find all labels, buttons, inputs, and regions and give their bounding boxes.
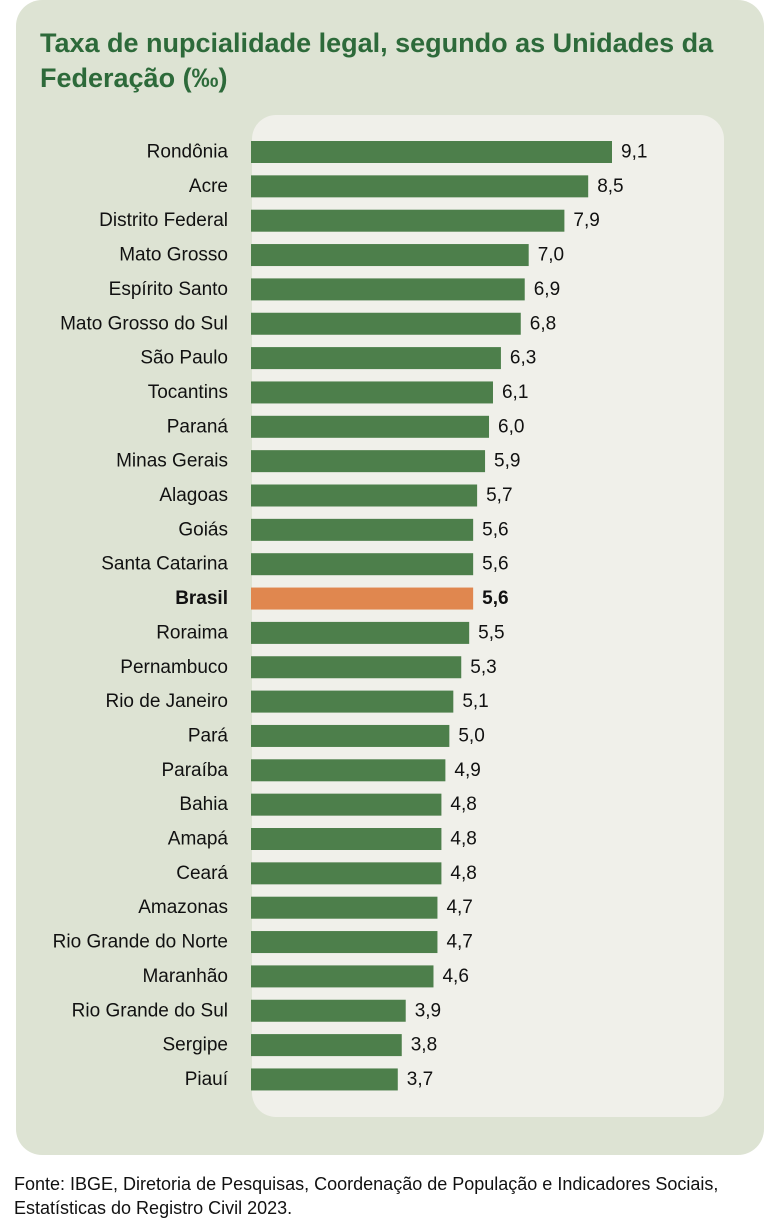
category-label: Maranhão <box>142 966 228 987</box>
value-label: 3,8 <box>411 1035 437 1056</box>
category-label: Amapá <box>168 829 229 850</box>
category-label: Rio Grande do Sul <box>72 1000 228 1021</box>
bar <box>251 724 450 747</box>
category-label: Mato Grosso do Sul <box>60 313 228 334</box>
bar <box>251 621 470 644</box>
value-label: 4,8 <box>450 863 476 884</box>
source-note: Fonte: IBGE, Diretoria de Pesquisas, Coo… <box>14 1174 719 1218</box>
bar <box>251 1068 398 1091</box>
category-label: São Paulo <box>140 348 228 369</box>
value-label: 4,9 <box>454 760 480 781</box>
bar <box>251 175 589 198</box>
category-label: Tocantins <box>148 382 228 403</box>
value-label: 3,7 <box>407 1069 433 1090</box>
value-label: 3,9 <box>415 1000 441 1021</box>
category-label: Paraíba <box>161 760 228 781</box>
category-label: Acre <box>189 176 228 197</box>
value-label: 6,9 <box>534 279 560 300</box>
value-label: 4,7 <box>446 932 472 953</box>
bar <box>251 450 486 473</box>
value-label: 8,5 <box>597 176 623 197</box>
category-label: Alagoas <box>159 485 228 506</box>
bar <box>251 244 529 267</box>
category-label: Pernambuco <box>120 657 228 678</box>
bar <box>251 656 462 679</box>
value-label: 5,9 <box>494 451 520 472</box>
category-label: Rondônia <box>147 142 229 163</box>
value-label: 6,0 <box>498 416 524 437</box>
bar-highlight <box>251 587 474 610</box>
category-label: Distrito Federal <box>99 210 228 231</box>
value-label: 5,6 <box>482 519 508 540</box>
value-label: 7,9 <box>573 210 599 231</box>
category-label: Minas Gerais <box>116 451 228 472</box>
value-label: 4,8 <box>450 829 476 850</box>
category-label: Roraima <box>156 622 228 643</box>
bar <box>251 862 442 885</box>
value-label: 5,7 <box>486 485 512 506</box>
bar <box>251 347 501 370</box>
value-label: 7,0 <box>538 245 564 266</box>
bar <box>251 553 474 576</box>
value-label: 6,8 <box>530 313 556 334</box>
value-label: 5,6 <box>482 554 508 575</box>
category-label: Brasil <box>175 588 228 609</box>
bar <box>251 828 442 850</box>
bar <box>251 381 493 404</box>
category-label: Piauí <box>185 1069 229 1090</box>
category-label: Goiás <box>178 519 228 540</box>
value-label: 5,5 <box>478 622 504 643</box>
value-label: 6,3 <box>510 348 536 369</box>
bar-chart: Rondônia 9,1 Acre 8,5 Distrito Federal 7,9 Mat… <box>53 141 647 1091</box>
bar <box>251 999 406 1022</box>
category-label: Sergipe <box>163 1035 229 1056</box>
bar <box>251 896 438 919</box>
category-label: Paraná <box>167 416 229 437</box>
value-label: 9,1 <box>621 142 647 163</box>
value-label: 4,7 <box>446 897 472 918</box>
bar <box>251 415 490 438</box>
bar <box>251 965 434 988</box>
category-label: Amazonas <box>138 897 228 918</box>
category-label: Ceará <box>176 863 228 884</box>
category-label: Rio de Janeiro <box>105 691 228 712</box>
category-label: Pará <box>188 725 229 746</box>
bar <box>251 209 565 232</box>
category-label: Rio Grande do Norte <box>53 932 228 953</box>
value-label: 5,6 <box>482 588 508 609</box>
bar <box>251 484 478 507</box>
value-label: 5,0 <box>458 725 484 746</box>
category-label: Espírito Santo <box>109 279 228 300</box>
value-label: 6,1 <box>502 382 528 403</box>
bar <box>251 931 438 954</box>
category-label: Bahia <box>179 794 228 815</box>
bar <box>251 793 442 816</box>
value-label: 4,8 <box>450 794 476 815</box>
value-label: 4,6 <box>442 966 468 987</box>
bar <box>251 1034 402 1057</box>
bar <box>251 690 454 713</box>
value-label: 5,3 <box>470 657 496 678</box>
bar <box>251 518 474 541</box>
value-label: 5,1 <box>462 691 488 712</box>
bar <box>251 312 521 335</box>
category-label: Santa Catarina <box>101 554 228 575</box>
bar <box>251 759 446 782</box>
category-label: Mato Grosso <box>119 245 228 266</box>
chart-title: Taxa de nupcialidade legal, segundo as U… <box>40 28 714 93</box>
bar <box>251 278 525 301</box>
bar <box>251 141 612 163</box>
